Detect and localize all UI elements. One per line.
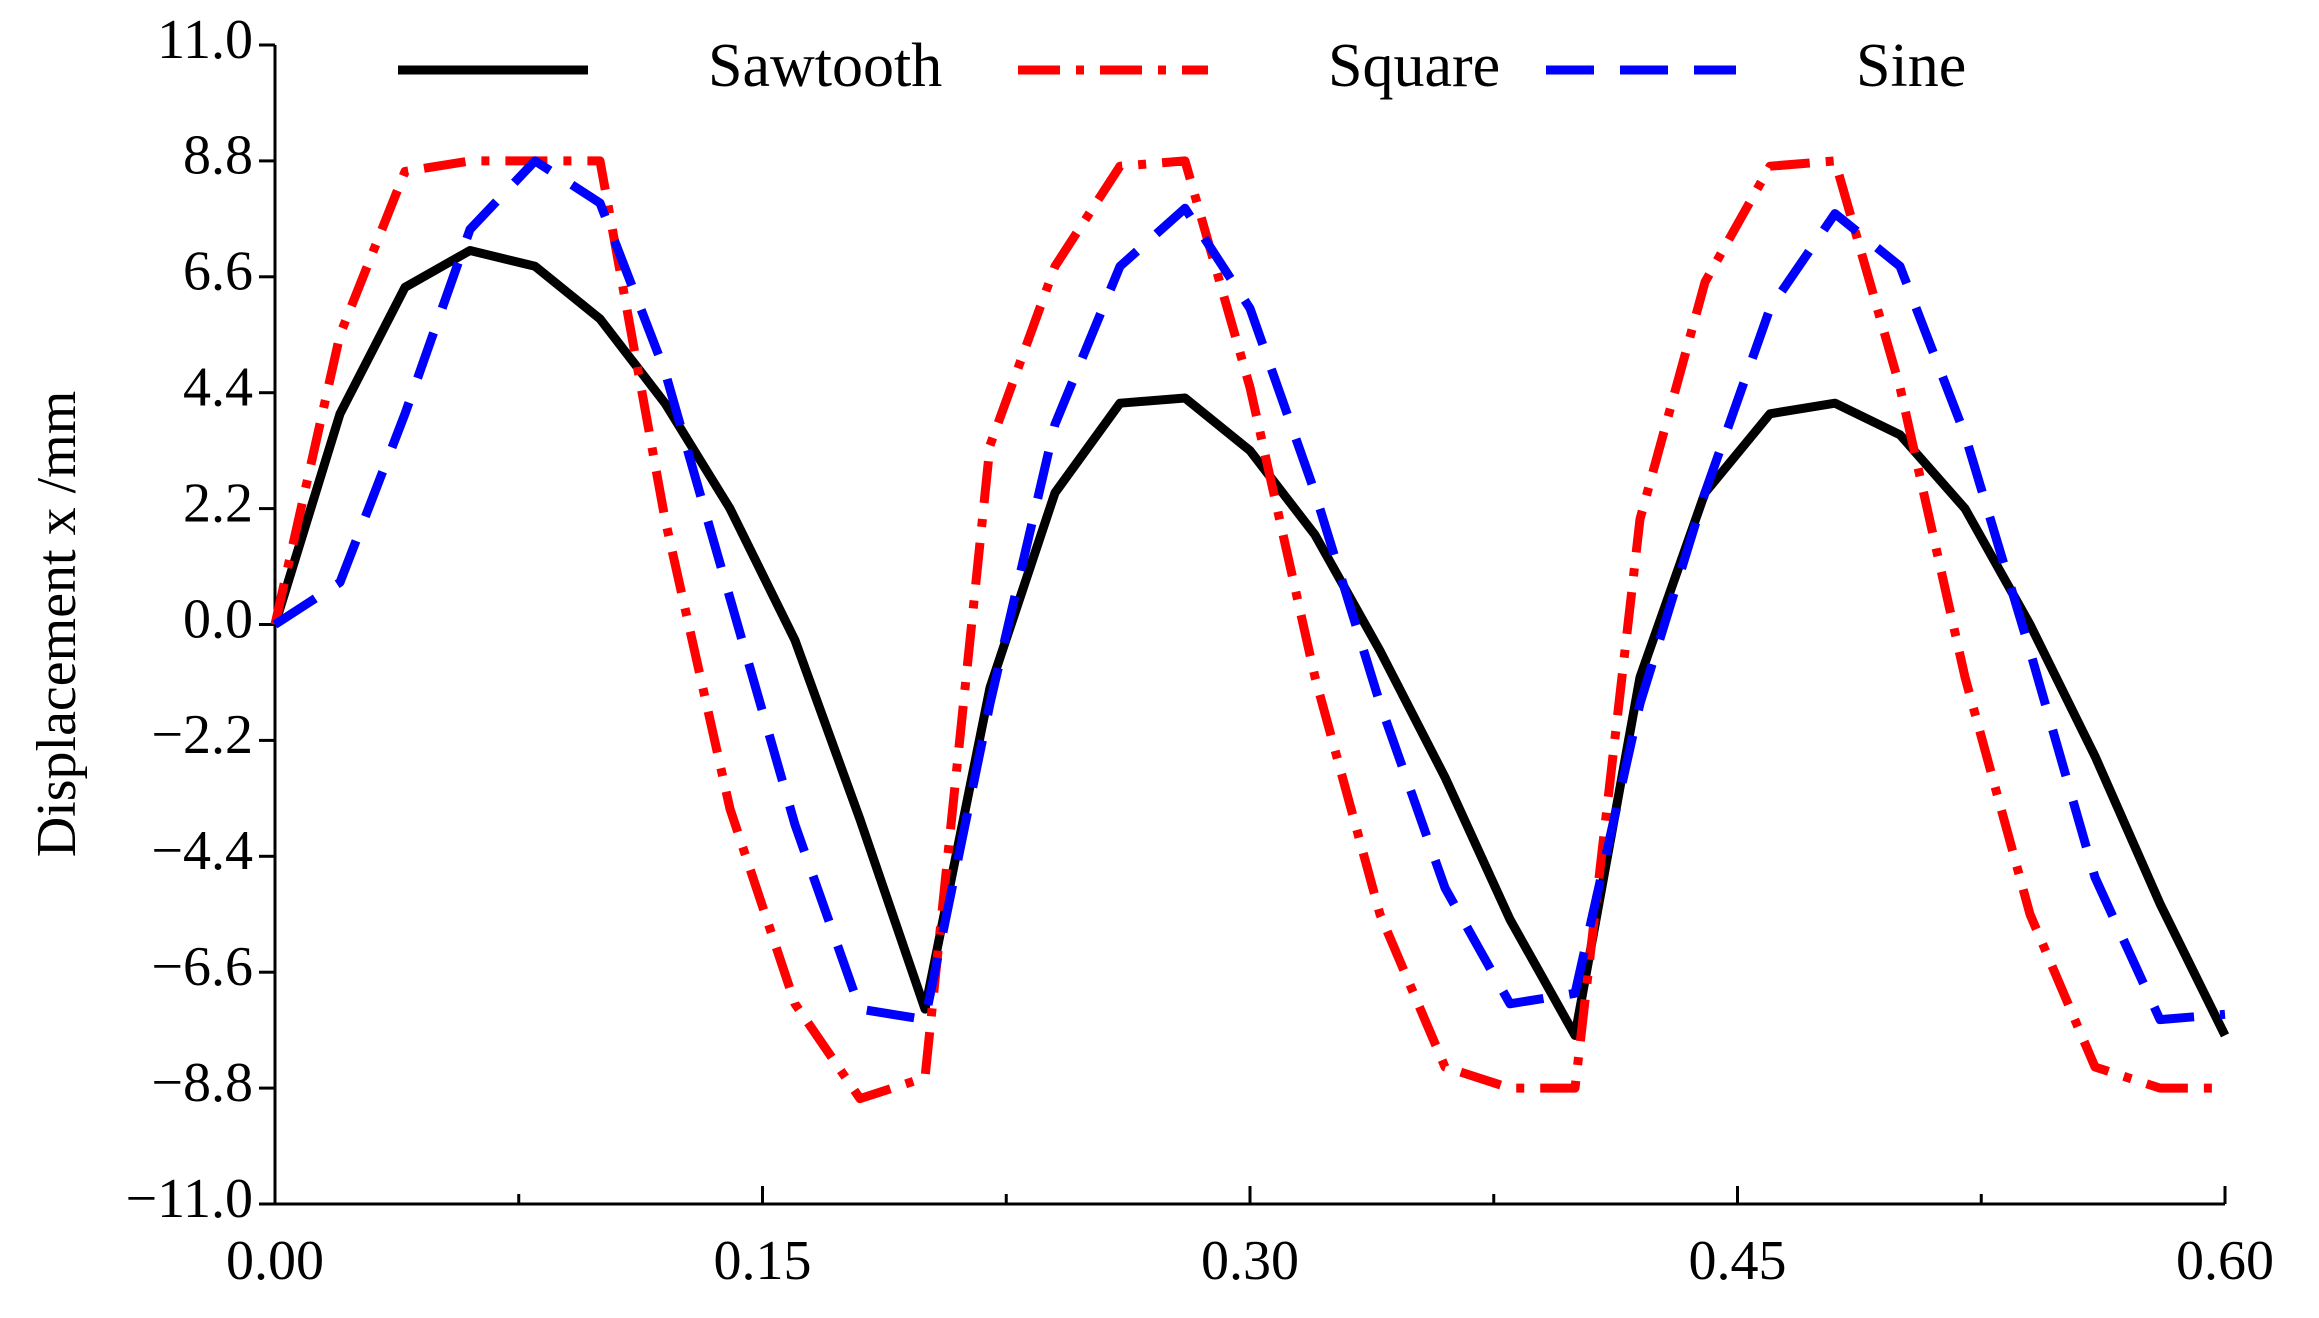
y-tick-label: −2.2 xyxy=(151,704,253,766)
x-tick-label: 0.15 xyxy=(714,1230,812,1292)
legend-label: Sawtooth xyxy=(708,32,942,100)
series-line xyxy=(270,246,2230,1040)
y-axis-title: Displacement x /mm xyxy=(26,391,88,858)
x-tick-label: 0.00 xyxy=(226,1230,324,1292)
x-tick-label: 0.60 xyxy=(2176,1230,2274,1292)
legend-label: Sine xyxy=(1856,32,1966,100)
y-tick-label: 2.2 xyxy=(183,472,253,534)
series-line xyxy=(272,156,2226,1025)
y-tick-label: 4.4 xyxy=(183,357,253,419)
y-tick-label: 11.0 xyxy=(157,9,253,71)
y-tick-label: −6.6 xyxy=(151,936,253,998)
x-tick-label: 0.45 xyxy=(1689,1230,1787,1292)
y-tick-label: 6.6 xyxy=(183,241,253,303)
y-tick-label: −11.0 xyxy=(125,1168,253,1230)
series-line xyxy=(270,156,2225,1104)
y-tick-label: −8.8 xyxy=(151,1052,253,1114)
y-tick-label: 8.8 xyxy=(183,125,253,187)
y-tick-label: 0.0 xyxy=(183,588,253,650)
x-tick-label: 0.30 xyxy=(1201,1230,1299,1292)
y-tick-label: −4.4 xyxy=(151,820,253,882)
legend-label: Square xyxy=(1328,32,1500,100)
